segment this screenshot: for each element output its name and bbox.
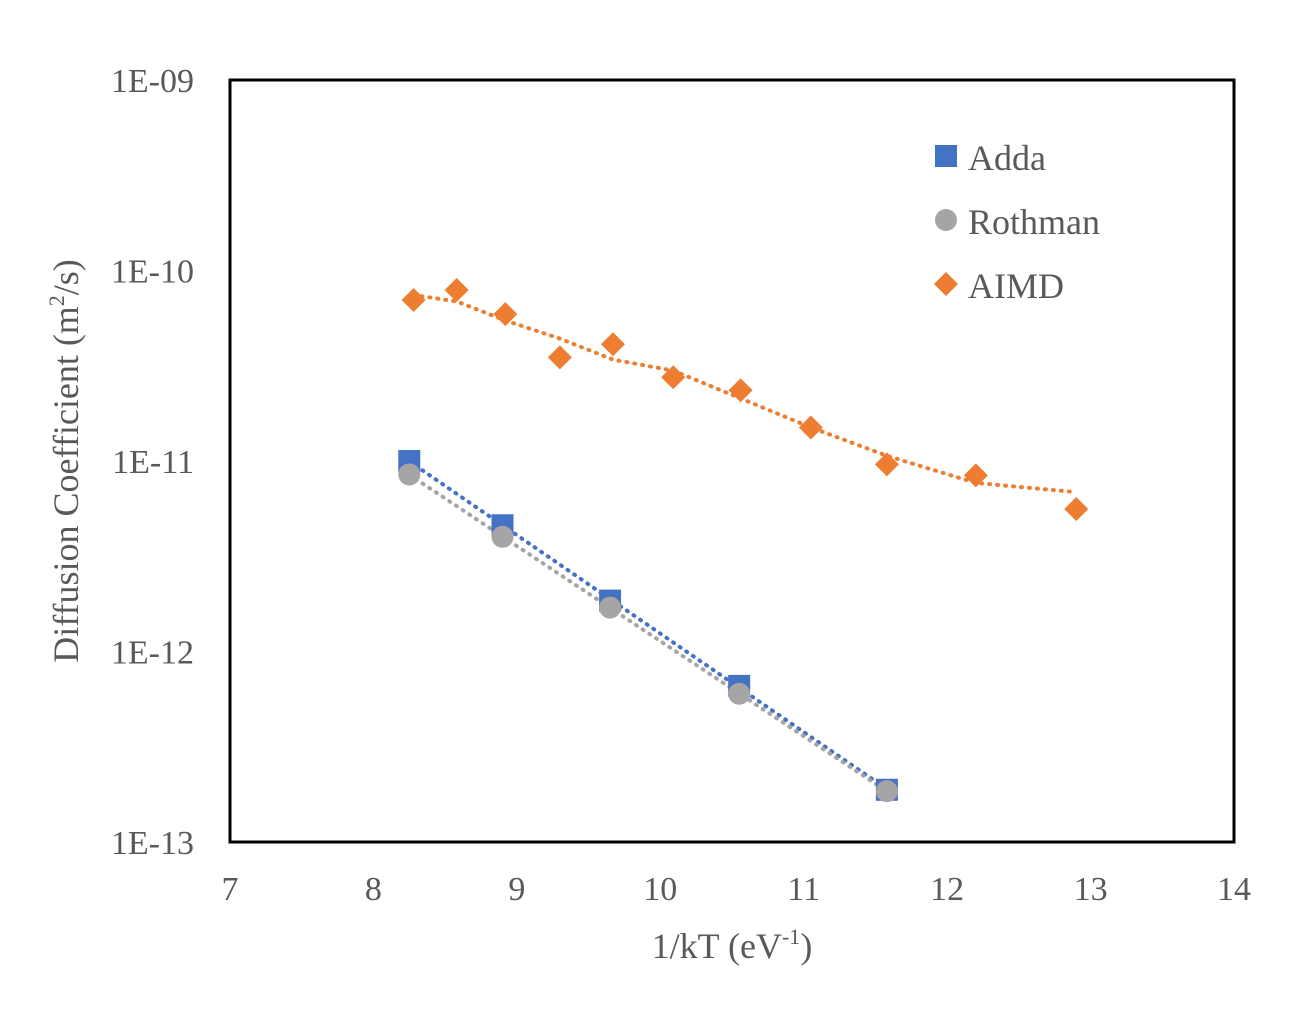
legend-marker-adda: [935, 145, 957, 167]
point-aimd: [963, 463, 988, 488]
legend-marker-aimd: [934, 272, 958, 296]
point-aimd: [1064, 496, 1089, 521]
point-rothman: [398, 463, 421, 486]
x-tick-label: 7: [222, 871, 239, 908]
x-axis-label-tail: ): [800, 926, 812, 966]
x-tick-label: 10: [643, 871, 677, 908]
legend: Adda Rothman AIMD: [934, 138, 1100, 306]
x-tick-label: 8: [365, 871, 382, 908]
legend-label-aimd: AIMD: [968, 266, 1064, 306]
x-axis-label: 1/kT (eV-1): [652, 924, 813, 966]
x-axis-label-sup: -1: [782, 924, 800, 949]
x-tick-label: 9: [508, 871, 525, 908]
point-aimd: [401, 288, 426, 313]
point-rothman: [599, 596, 622, 619]
data-points: [398, 278, 1089, 803]
y-tick-label: 1E-12: [111, 635, 194, 672]
point-rothman: [491, 525, 514, 548]
point-aimd: [661, 365, 686, 390]
x-tick-label: 13: [1074, 871, 1108, 908]
x-tick-label: 14: [1217, 871, 1251, 908]
x-tick-label: 12: [930, 871, 964, 908]
y-tick-label: 1E-11: [112, 444, 194, 481]
legend-label-rothman: Rothman: [968, 202, 1100, 242]
point-rothman: [875, 780, 898, 803]
y-tick-label: 1E-09: [111, 63, 194, 100]
plot-area: [228, 78, 1236, 844]
point-aimd: [493, 302, 518, 327]
y-tick-label: 1E-10: [111, 254, 194, 291]
point-aimd: [728, 378, 753, 403]
point-aimd: [600, 332, 625, 357]
legend-marker-rothman: [935, 209, 957, 231]
y-tick-label: 1E-13: [111, 825, 194, 862]
point-aimd: [444, 278, 469, 303]
point-aimd: [798, 415, 823, 440]
trendline-adda: [407, 459, 889, 792]
y-axis-label: Diffusion Coefficient (m2/s): [44, 259, 86, 663]
y-axis-label-sup: 2: [44, 295, 69, 306]
trendline-rothman: [407, 472, 889, 794]
point-aimd: [547, 345, 572, 370]
y-axis-label-tail: /s): [46, 259, 86, 295]
legend-label-adda: Adda: [968, 138, 1046, 178]
point-aimd: [874, 452, 899, 477]
x-tick-label: 11: [787, 871, 820, 908]
x-tick-labels: 7 8 9 10 11 12 13 14: [222, 871, 1252, 908]
y-tick-labels: 1E-13 1E-12 1E-11 1E-10 1E-09: [111, 63, 194, 862]
point-rothman: [728, 682, 751, 705]
